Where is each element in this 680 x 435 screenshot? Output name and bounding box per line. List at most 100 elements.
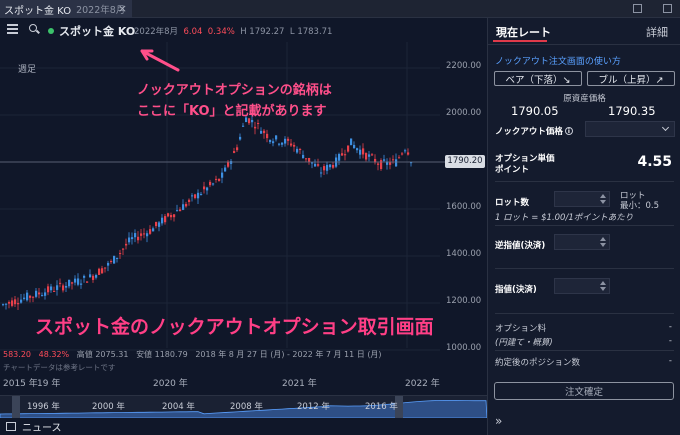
ko-price-label-text: ノックアウト価格: [495, 127, 563, 137]
timeframe-label[interactable]: 週足: [18, 65, 37, 75]
instrument-tab-title: スポット金 KO: [4, 5, 72, 17]
increment-icon[interactable]: [600, 281, 606, 285]
candle-body: [410, 162, 413, 164]
limit-stepper[interactable]: [554, 278, 610, 294]
tab-details[interactable]: 詳細: [646, 26, 668, 39]
order-panel: 現在レート 詳細 ノックアウト注文画面の使い方 ベア（下落）↘ ブル（上昇）↗ …: [487, 18, 680, 435]
bull-button[interactable]: ブル（上昇）↗: [587, 71, 675, 86]
unit-price-label: オプション単価: [495, 154, 555, 164]
low-value: L 1783.71: [289, 27, 333, 37]
menu-icon[interactable]: [7, 24, 18, 36]
range-stats: 583.20 48.32% 高値 2075.31 安値 1180.79 2018…: [3, 349, 382, 360]
candle-body: [14, 299, 17, 305]
candle-body: [332, 165, 335, 168]
candle-body: [236, 147, 239, 151]
candle-body: [26, 292, 29, 301]
candle-body: [188, 199, 191, 203]
ko-price-select[interactable]: [585, 121, 675, 137]
candle-body: [377, 163, 380, 165]
candle-body: [239, 136, 242, 140]
candle-body: [350, 138, 353, 146]
candle-body: [359, 149, 362, 155]
stat-change: 583.20: [3, 350, 31, 359]
candle-body: [152, 228, 155, 232]
year-label: 2022 年: [405, 379, 440, 389]
window-icon[interactable]: [663, 4, 672, 13]
candle-body: [83, 275, 86, 278]
candle-body: [317, 164, 320, 166]
candle-body: [368, 154, 371, 157]
candle-body: [134, 233, 137, 238]
increment-icon[interactable]: [600, 237, 606, 241]
candle-body: [23, 297, 26, 299]
candle-body: [47, 286, 50, 293]
navigator-year: 2004 年: [162, 402, 195, 412]
candle-body: [140, 233, 143, 236]
candle-body: [320, 172, 323, 174]
popout-icon[interactable]: [633, 4, 642, 13]
lot-note-unit: ロット: [620, 191, 646, 201]
confirm-order-button[interactable]: 注文確定: [494, 382, 674, 400]
candle-body: [386, 161, 389, 165]
candlestick-chart[interactable]: [0, 18, 487, 378]
market-open-status-icon: [48, 28, 54, 34]
candle-body: [395, 159, 398, 167]
lot-stepper[interactable]: [554, 191, 610, 207]
fee-sublabel: (円建て・概算): [495, 338, 553, 348]
candle-body: [308, 158, 311, 162]
candle-body: [8, 302, 11, 304]
news-icon: [6, 422, 16, 431]
candle-body: [56, 285, 59, 290]
candle-body: [212, 183, 215, 185]
candle-body: [290, 143, 293, 146]
candle-body: [293, 144, 296, 147]
candle-body: [128, 237, 131, 243]
position-value: -: [668, 356, 672, 366]
year-label: 2020 年: [153, 379, 188, 389]
fee-value: -: [668, 322, 672, 332]
candle-body: [371, 154, 374, 156]
decrement-icon[interactable]: [600, 243, 606, 247]
symbol-name[interactable]: スポット金 KO: [59, 25, 136, 38]
decrement-icon[interactable]: [600, 287, 606, 291]
increment-icon[interactable]: [600, 194, 606, 198]
howto-link[interactable]: ノックアウト注文画面の使い方: [495, 57, 621, 67]
ko-price-label: ノックアウト価格 i: [495, 125, 573, 137]
chart-area[interactable]: スポット金 KO 2022年8月 6.04 0.34% H 1792.27 L …: [0, 18, 487, 435]
year-label: 2021 年: [282, 379, 317, 389]
navigator-right-handle[interactable]: [395, 396, 403, 418]
bear-button[interactable]: ベア（下落）↘: [494, 71, 582, 86]
instrument-tab[interactable]: スポット金 KO 2022年8月 ×: [0, 0, 132, 18]
candle-body: [266, 133, 269, 139]
stop-stepper[interactable]: [554, 234, 610, 250]
decrement-icon[interactable]: [600, 200, 606, 204]
candle-body: [80, 283, 83, 285]
current-price-badge: 1790.20: [445, 155, 485, 168]
news-bar[interactable]: ニュース: [0, 418, 487, 435]
tab-current-rate[interactable]: 現在レート: [496, 26, 551, 39]
candle-body: [38, 292, 41, 295]
candle-body: [119, 253, 122, 255]
navigator-left-handle[interactable]: [12, 396, 20, 418]
candle-body: [161, 217, 164, 224]
candle-body: [149, 229, 152, 234]
annotation-line-2: ここに「KO」と記載があります: [137, 104, 327, 119]
candle-body: [155, 221, 158, 227]
candle-body: [203, 186, 206, 190]
close-tab-icon[interactable]: ×: [117, 2, 127, 15]
price-tick: 2000.00: [446, 108, 482, 118]
range-navigator[interactable]: 1996 年 2000 年 2004 年 2008 年 2012 年 2016 …: [0, 395, 487, 418]
candle-body: [77, 278, 80, 285]
candle-body: [218, 178, 221, 181]
lot-description: 1 ロット = $1.00/1ポイントあたり: [495, 213, 634, 223]
fee-label: オプション料: [495, 324, 547, 334]
collapse-panel-icon[interactable]: »: [495, 414, 503, 428]
change-value: 6.04: [183, 27, 203, 37]
info-icon[interactable]: i: [564, 127, 573, 135]
candle-body: [104, 267, 107, 269]
stat-low: 安値 1180.79: [136, 350, 188, 359]
candle-body: [170, 215, 173, 218]
candle-body: [35, 290, 38, 297]
search-icon[interactable]: [29, 24, 37, 32]
